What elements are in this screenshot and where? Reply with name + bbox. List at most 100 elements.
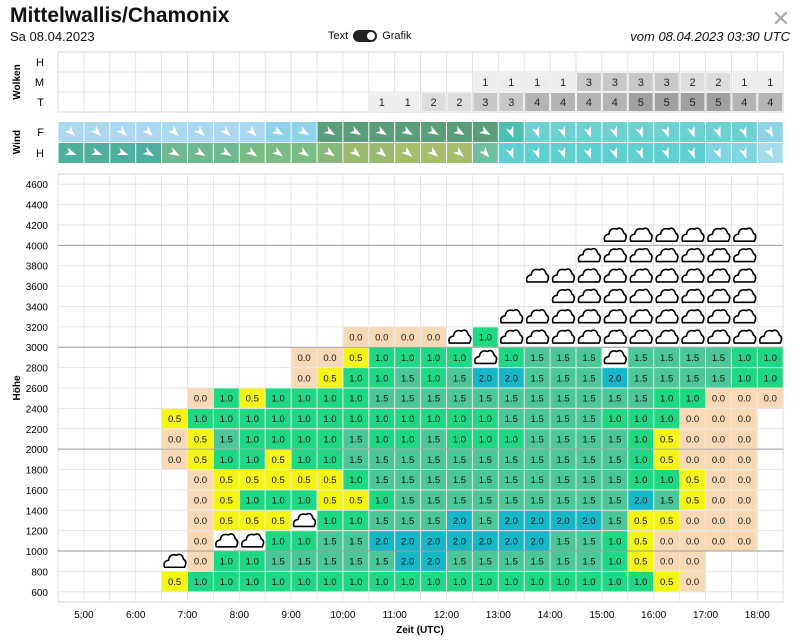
cloud-shape bbox=[707, 268, 731, 283]
cloud-icon bbox=[525, 268, 550, 283]
thermal-value: 1.5 bbox=[660, 373, 673, 384]
cloud-cover-cell bbox=[577, 93, 601, 111]
thermal-cell bbox=[162, 429, 187, 449]
thermal-cell bbox=[731, 347, 757, 368]
cloud-cover-value: 3 bbox=[508, 97, 514, 109]
thermal-value: 1.5 bbox=[582, 414, 595, 425]
thermal-value: 0.5 bbox=[323, 475, 336, 486]
thermal-value: 0.0 bbox=[686, 577, 699, 588]
thermal-value: 1.5 bbox=[608, 455, 621, 466]
wind-arrow-icon bbox=[712, 146, 721, 159]
thermal-cell bbox=[369, 531, 395, 551]
cloud-cover-cell bbox=[680, 73, 705, 91]
thermal-value: 1.0 bbox=[660, 394, 673, 405]
toggle-label-text[interactable]: Text bbox=[328, 30, 349, 42]
thermal-value: 0.0 bbox=[194, 394, 207, 405]
thermal-value: 1.5 bbox=[479, 516, 492, 527]
cloud-shape bbox=[603, 247, 627, 263]
thermal-value: 0.0 bbox=[712, 434, 725, 445]
thermal-cell bbox=[239, 551, 265, 571]
thermal-cell bbox=[628, 490, 654, 510]
thermal-cell bbox=[213, 388, 239, 408]
thermal-value: 0.5 bbox=[194, 455, 207, 466]
thermal-value: 1.0 bbox=[375, 577, 388, 588]
wind-arrow-icon bbox=[323, 126, 336, 135]
thermal-value: 1.0 bbox=[323, 455, 336, 466]
thermal-value: 2.0 bbox=[634, 496, 647, 507]
thermal-cell bbox=[395, 490, 421, 510]
thermal-cell bbox=[498, 510, 524, 531]
thermal-cell bbox=[576, 470, 602, 490]
cloud-icon bbox=[577, 329, 602, 344]
toggle-switch[interactable] bbox=[353, 30, 378, 42]
wind-arrow-icon bbox=[609, 146, 617, 159]
thermal-value: 1.5 bbox=[531, 434, 544, 445]
cloud-cover-value: 1 bbox=[405, 97, 411, 109]
thermal-value: 1.0 bbox=[194, 414, 207, 425]
thermal-value: 1.0 bbox=[531, 577, 544, 588]
thermal-value: 1.5 bbox=[556, 373, 569, 384]
thermal-cell bbox=[628, 347, 654, 368]
thermal-value: 1.5 bbox=[479, 475, 492, 486]
thermal-cell bbox=[447, 551, 472, 571]
thermal-cell bbox=[576, 368, 602, 388]
y-tick-label: 3600 bbox=[26, 282, 49, 293]
thermal-value: 1.0 bbox=[323, 577, 336, 588]
thermal-value: 0.0 bbox=[686, 455, 699, 466]
cloud-cover-cell bbox=[551, 73, 575, 91]
thermal-cell bbox=[343, 490, 369, 510]
thermal-cell bbox=[706, 388, 731, 408]
thermal-value: 1.5 bbox=[582, 455, 595, 466]
thermal-value: 0.5 bbox=[634, 536, 647, 547]
thermal-cell bbox=[472, 327, 498, 347]
toggle-label-graphic[interactable]: Grafik bbox=[382, 30, 412, 42]
wind-arrow-icon bbox=[401, 146, 413, 157]
thermal-cell bbox=[162, 571, 187, 592]
thermal-value: 1.5 bbox=[323, 557, 336, 568]
cloud-icon bbox=[551, 268, 576, 283]
cloud-shape bbox=[603, 227, 627, 242]
thermal-cell bbox=[369, 327, 395, 347]
thermal-value: 0.5 bbox=[246, 516, 259, 527]
cloud-icon bbox=[551, 288, 576, 304]
cloud-cover-cell bbox=[499, 93, 524, 111]
cloud-icon bbox=[163, 553, 187, 569]
thermal-value: 1.0 bbox=[220, 414, 233, 425]
cloud-shape bbox=[655, 308, 679, 324]
thermal-value: 0.0 bbox=[194, 496, 207, 507]
thermal-cell bbox=[498, 347, 524, 368]
thermal-cell bbox=[680, 388, 705, 408]
cloud-shape bbox=[551, 268, 576, 283]
thermal-value: 1.5 bbox=[531, 475, 544, 486]
cloud-shape bbox=[629, 268, 653, 283]
thermal-value: 0.5 bbox=[246, 394, 259, 405]
cloud-icon bbox=[681, 288, 705, 304]
thermal-cell bbox=[706, 408, 731, 429]
thermal-cell bbox=[628, 449, 654, 470]
cloud-cover-cell bbox=[421, 93, 446, 111]
cloud-cover-value: 2 bbox=[689, 77, 695, 89]
close-icon[interactable]: ✕ bbox=[771, 6, 790, 31]
thermal-value: 1.5 bbox=[427, 496, 440, 507]
thermal-value: 1.0 bbox=[479, 414, 492, 425]
cloud-icon bbox=[292, 512, 317, 528]
view-mode-toggle[interactable]: Text Grafik bbox=[328, 30, 412, 42]
thermal-value: 0.5 bbox=[297, 475, 310, 486]
cloud-icon bbox=[733, 227, 757, 242]
thermal-value: 1.5 bbox=[660, 496, 673, 507]
thermal-value: 1.0 bbox=[297, 414, 310, 425]
cloud-cover-value: 1 bbox=[379, 97, 385, 109]
thermal-cell bbox=[239, 490, 265, 510]
cloud-icon bbox=[655, 308, 679, 324]
wind-arrow-icon bbox=[738, 146, 747, 159]
thermal-cell bbox=[291, 531, 317, 551]
cloud-cover-cell bbox=[395, 93, 420, 111]
cloud-shape bbox=[499, 329, 524, 344]
thermal-cell bbox=[239, 571, 265, 592]
thermal-value: 0.0 bbox=[375, 333, 388, 344]
thermal-cell bbox=[654, 531, 680, 551]
cloud-cover-value: 3 bbox=[482, 97, 488, 109]
wind-arrow-icon bbox=[738, 125, 747, 138]
cloud-cover-cell bbox=[732, 93, 757, 111]
thermal-value: 0.5 bbox=[272, 475, 285, 486]
